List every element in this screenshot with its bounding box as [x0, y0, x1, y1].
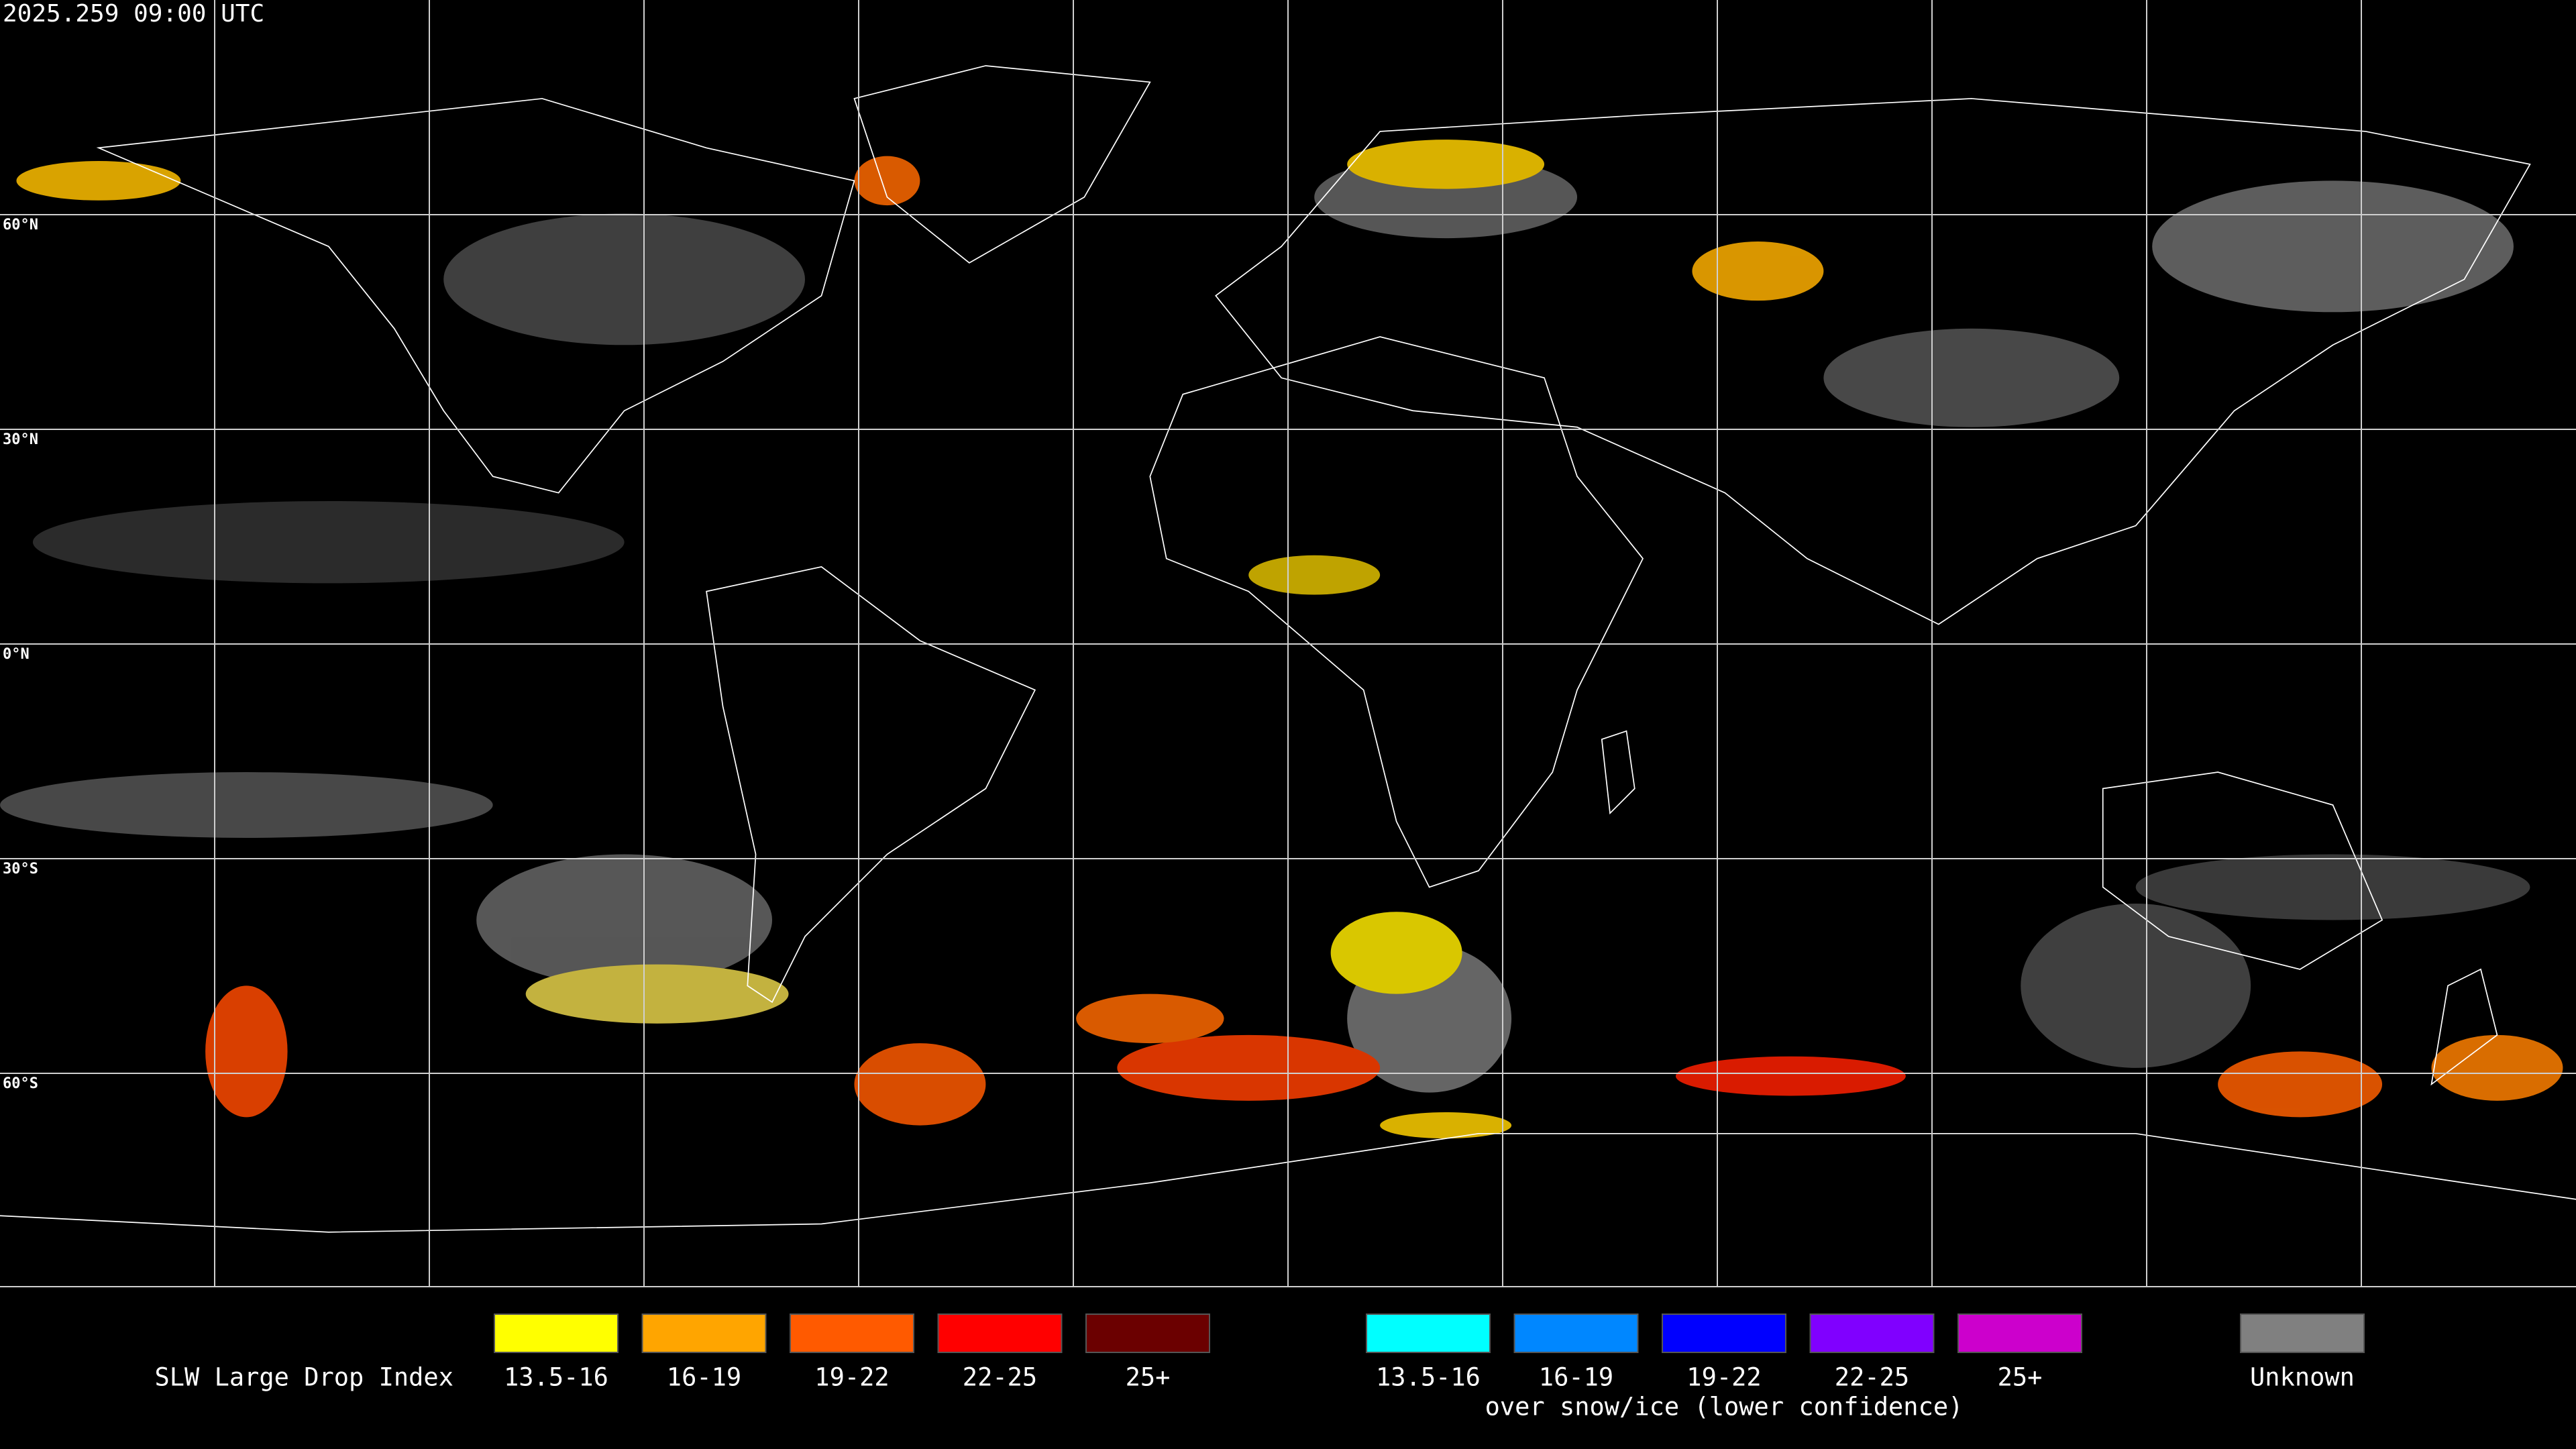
latitude-label: 60°N	[3, 217, 38, 233]
cloud-patches	[0, 140, 2563, 1139]
latitude-label: 30°N	[3, 431, 38, 448]
cloud-patch	[2135, 854, 2530, 920]
legend-swatch	[494, 1313, 619, 1353]
cloud-patch	[1823, 328, 2120, 427]
legend-label: 13.5-16	[504, 1363, 608, 1392]
cloud-patch	[2218, 1051, 2383, 1118]
latitude-label: 60°S	[3, 1075, 38, 1092]
legend-swatch	[790, 1313, 914, 1353]
cloud-patch	[1330, 912, 1462, 994]
legend-label: 13.5-16	[1376, 1363, 1481, 1392]
latitude-label: 0°N	[3, 646, 30, 663]
timestamp: 2025.259 09:00 UTC	[3, 0, 264, 28]
cloud-patch	[1380, 1112, 1512, 1139]
cloud-patch	[32, 500, 625, 584]
legend-swatch	[1957, 1313, 2082, 1353]
legend-label: Unknown	[2250, 1363, 2355, 1392]
coastline	[853, 65, 1151, 264]
legend: SLW Large Drop Index 13.5-16 16-19 19-22 22…	[154, 1313, 2365, 1421]
cloud-patch	[854, 1043, 986, 1126]
coastlines	[0, 65, 2576, 1233]
legend-swatch	[1662, 1313, 1786, 1353]
cloud-patch	[1675, 1056, 1906, 1096]
cloud-patch	[476, 854, 773, 986]
cloud-patch	[1692, 241, 1824, 301]
latitude-label: 30°S	[3, 861, 38, 877]
graticule: 60°N 30°N 0°N 30°S 60°S	[0, 0, 2576, 1287]
legend-swatch	[641, 1313, 767, 1353]
legend-swatch	[937, 1313, 1063, 1353]
legend-label: 19-22	[1686, 1363, 1761, 1392]
legend-label: 25+	[1998, 1363, 2043, 1392]
coastline	[1601, 730, 1635, 815]
legend-note: over snow/ice (lower confidence)	[1485, 1393, 1964, 1421]
map-imagery	[0, 65, 2576, 1233]
legend-swatch	[1366, 1313, 1491, 1353]
legend-title: SLW Large Drop Index	[154, 1363, 453, 1392]
cloud-patch	[525, 964, 789, 1024]
cloud-patch	[443, 213, 806, 345]
coastline	[2102, 771, 2383, 970]
cloud-patch	[16, 161, 181, 201]
legend-label: 22-25	[963, 1363, 1037, 1392]
coastline	[1149, 336, 1644, 888]
legend-swatch	[1513, 1313, 1639, 1353]
cloud-patch	[1117, 1034, 1381, 1101]
cloud-patch	[2021, 903, 2251, 1068]
coastline	[706, 566, 1036, 1004]
cloud-patch	[1248, 555, 1381, 595]
legend-label: 22-25	[1835, 1363, 1909, 1392]
legend-label: 25+	[1126, 1363, 1171, 1392]
legend-swatch	[1085, 1313, 1210, 1353]
cloud-patch	[2431, 1034, 2563, 1101]
legend-label: 16-19	[667, 1363, 741, 1392]
cloud-patch	[205, 985, 288, 1118]
coastline	[1215, 98, 2531, 625]
cloud-patch	[0, 772, 493, 838]
legend-label: 16-19	[1539, 1363, 1613, 1392]
coastline	[0, 1132, 2576, 1233]
cloud-patch	[2152, 180, 2514, 313]
legend-swatch	[1809, 1313, 1935, 1353]
legend-label: 19-22	[814, 1363, 889, 1392]
coastline	[96, 98, 855, 494]
coastline	[2430, 968, 2498, 1086]
cloud-patch	[1076, 994, 1224, 1044]
legend-swatch	[2240, 1313, 2365, 1353]
cloud-patch	[1347, 140, 1545, 189]
cloud-patch	[854, 156, 920, 206]
